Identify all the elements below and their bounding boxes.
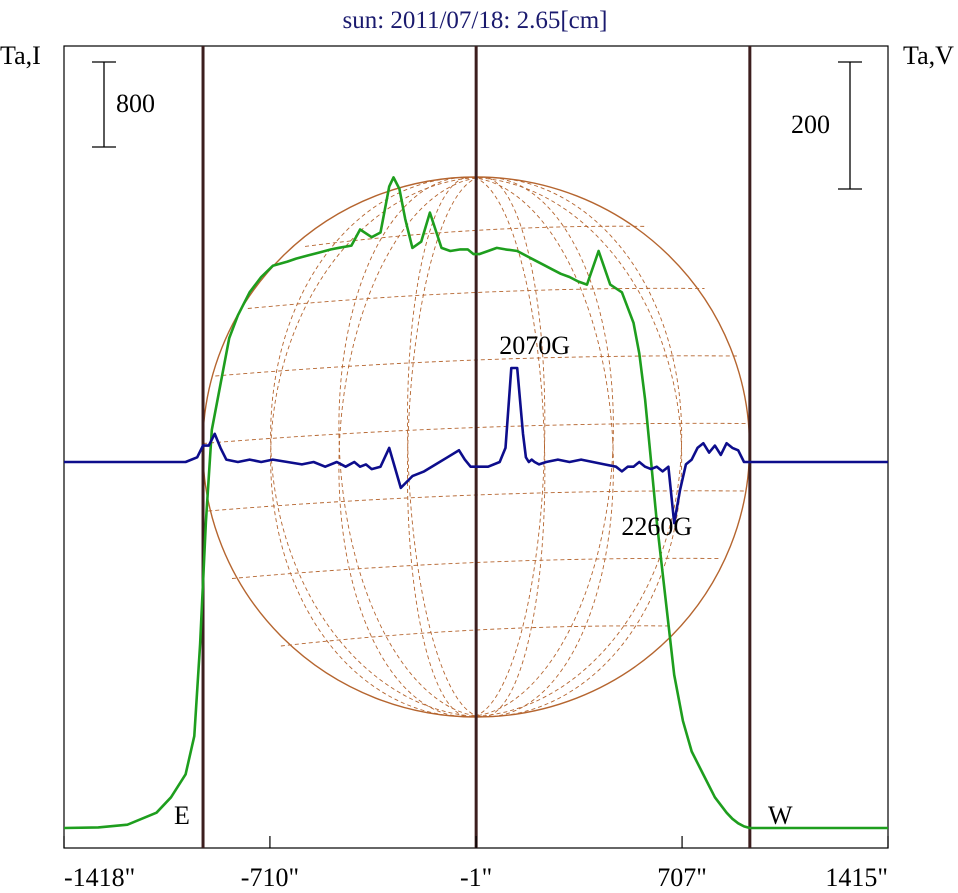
scale-label-right: 200 [791, 110, 830, 139]
scale-label-left: 800 [116, 89, 155, 118]
annotation-label-0: 2070G [499, 331, 570, 360]
annotation-label-1: 2260G [621, 512, 692, 541]
x-tick-label-0: -1418" [64, 863, 135, 892]
disk-parallel-1 [247, 287, 705, 309]
limb-lines [201, 46, 752, 848]
y-label-right: Ta,V [903, 41, 954, 70]
disk-parallel-5 [231, 557, 721, 579]
y-label-left: Ta,I [0, 41, 41, 70]
polarization-series-line [64, 366, 888, 525]
east-limb-label: E [174, 801, 190, 830]
scale-bar-right [838, 61, 862, 190]
x-tick-label-2: -1" [460, 863, 492, 892]
x-axis-ticks: -1418" -710" -1" 707" 1415" [63, 836, 889, 892]
disk-meridian-0 [270, 176, 683, 718]
annotations: 2070G 2260G [499, 331, 692, 541]
intensity-series-line [63, 176, 888, 830]
disk-meridian-1 [338, 176, 614, 718]
scale-bar-left [92, 61, 116, 148]
disk-parallel-6 [280, 625, 672, 647]
x-tick-label-1: -710" [241, 863, 299, 892]
x-tick-label-3: 707" [657, 863, 707, 892]
x-tick-label-4: 1415" [825, 863, 888, 892]
disk-meridian-6 [270, 176, 683, 718]
west-limb-label: W [768, 801, 793, 830]
chart-title: sun: 2011/07/18: 2.65[cm] [342, 7, 607, 34]
